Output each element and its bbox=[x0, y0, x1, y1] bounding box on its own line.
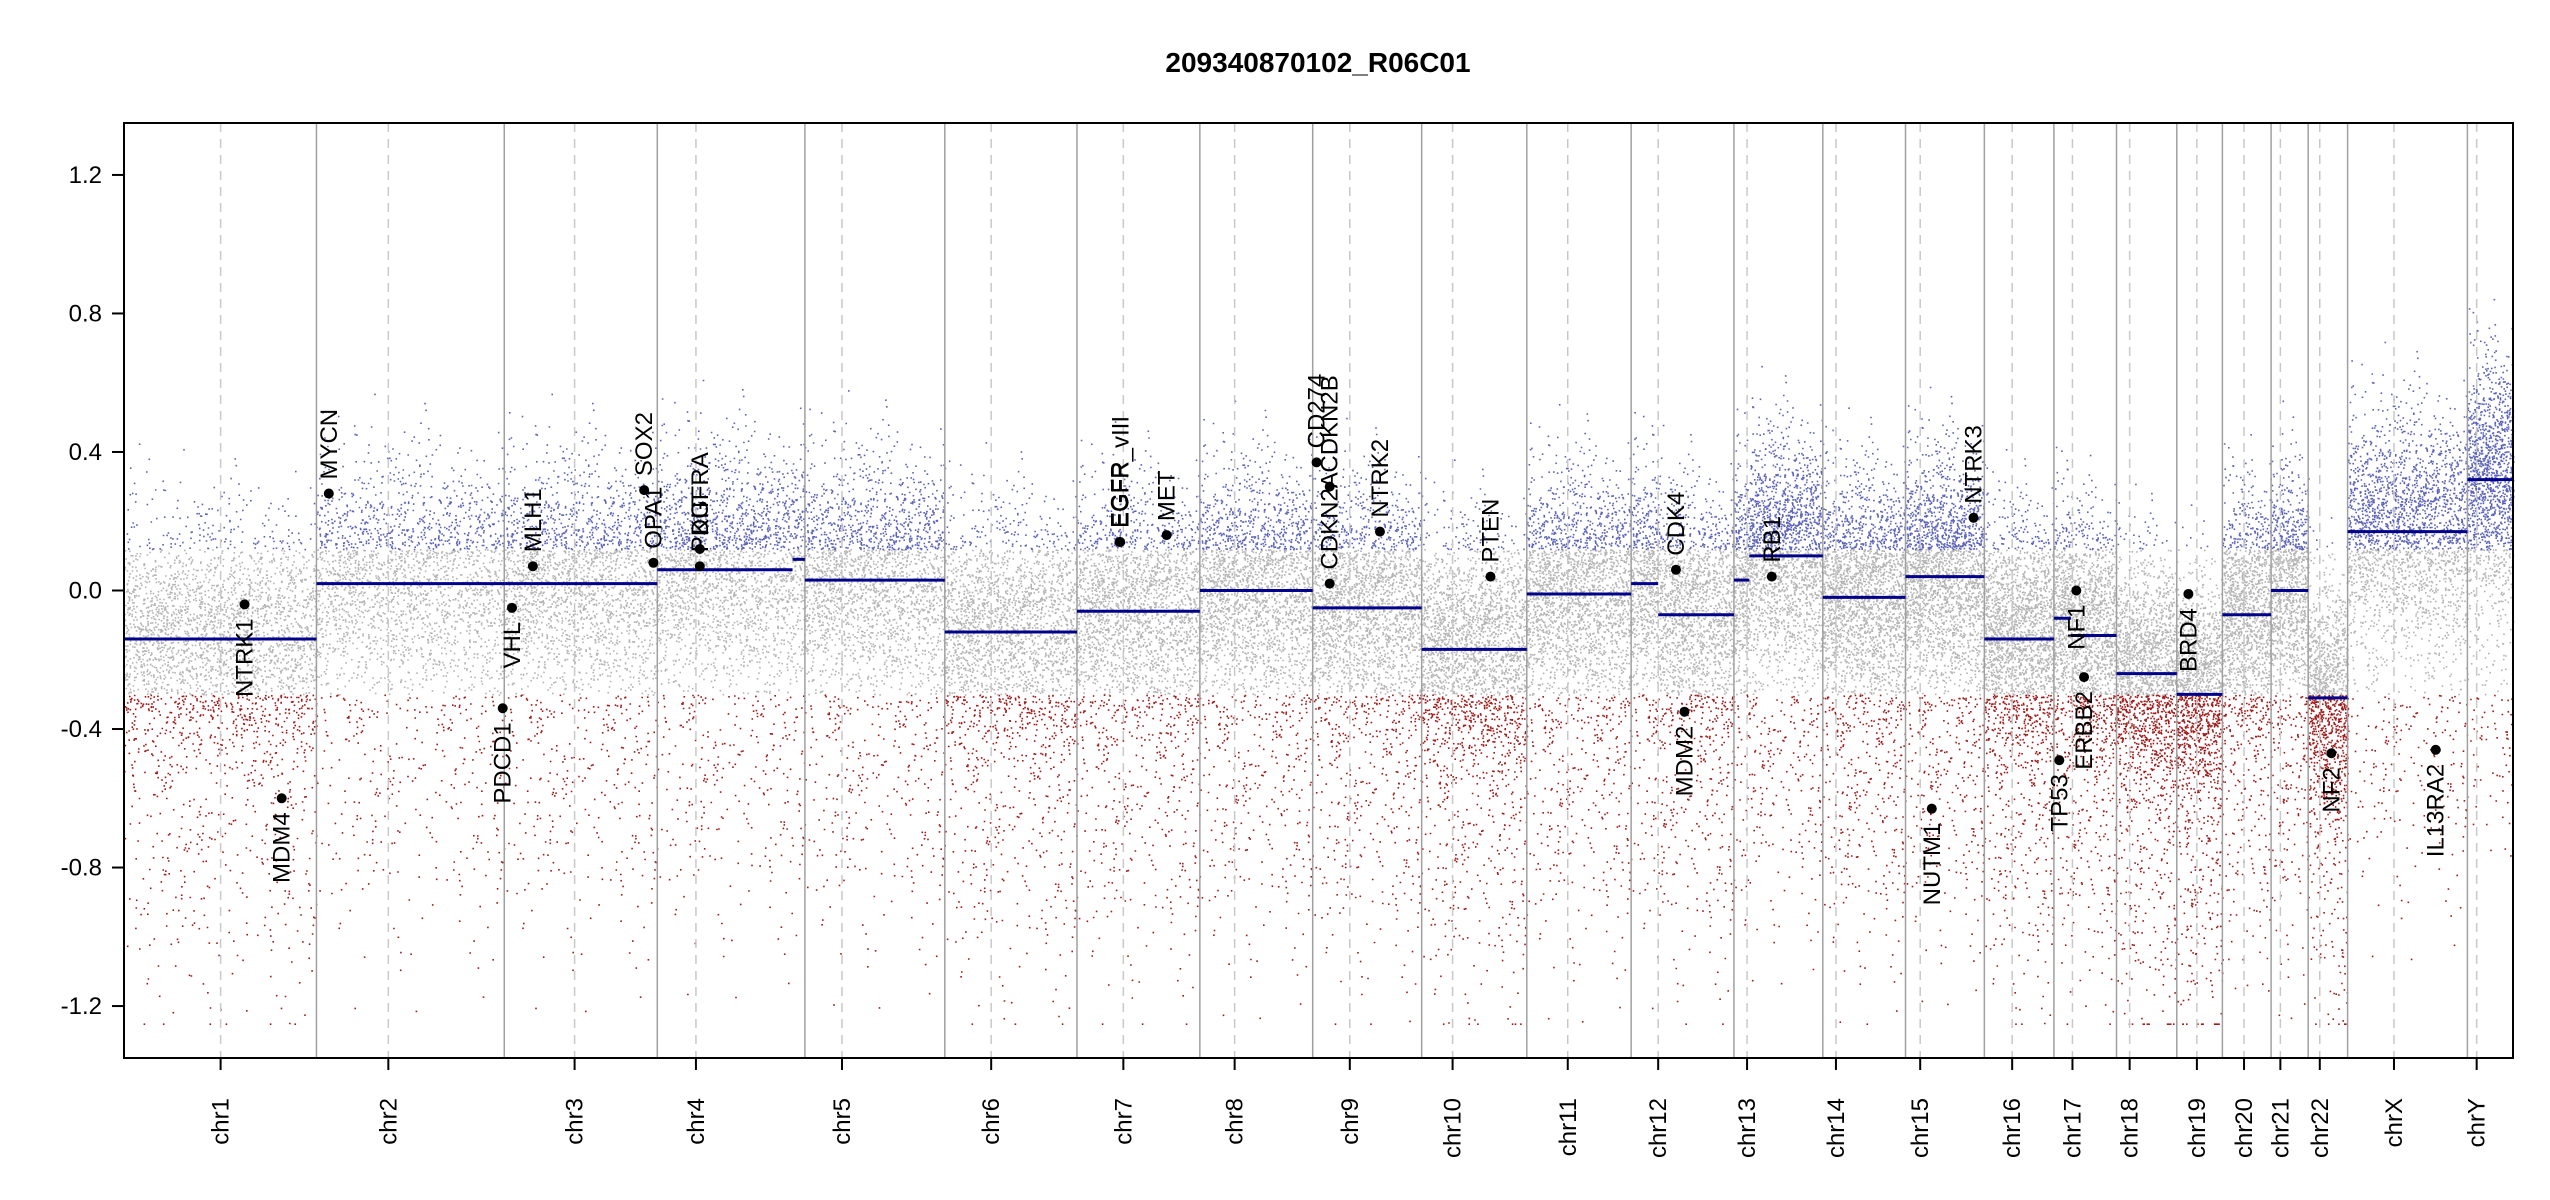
gene-label: CD274 bbox=[1304, 374, 1331, 449]
gene-label: CDKN2A bbox=[1317, 472, 1344, 569]
gene-point bbox=[323, 488, 334, 499]
gene-point bbox=[2326, 748, 2337, 759]
x-tick-label: chr13 bbox=[1734, 1098, 1761, 1158]
x-tick-label: chr17 bbox=[2059, 1098, 2086, 1158]
gene-point bbox=[1485, 571, 1496, 582]
x-tick-label: chr14 bbox=[1823, 1098, 1850, 1158]
segments bbox=[124, 478, 2513, 700]
x-tick-label: chr1 bbox=[208, 1098, 235, 1145]
gene-label: NF2 bbox=[2318, 767, 2345, 812]
gene-label: PDGFRA bbox=[687, 452, 714, 552]
x-tick-label: chr18 bbox=[2117, 1098, 2144, 1158]
gene-point bbox=[2071, 585, 2082, 596]
x-tick-label: chr4 bbox=[683, 1098, 710, 1145]
x-tick-label: chr20 bbox=[2231, 1098, 2258, 1158]
plot-frame bbox=[123, 122, 2514, 1059]
x-tick-label: chrX bbox=[2381, 1098, 2408, 1147]
probe-points-loss bbox=[124, 694, 2514, 1025]
gene-label: MYCN bbox=[316, 409, 343, 480]
x-tick-label: chr21 bbox=[2267, 1098, 2294, 1158]
genes: NTRK1 MDM4 MYCN VHL PDCD1 MLH1 SOX2 OPA1 KITPDGF… bbox=[232, 374, 2450, 906]
y-tick-label: -1.2 bbox=[61, 993, 102, 1020]
gene-point bbox=[1926, 803, 1937, 814]
y-tick-label: 0.0 bbox=[69, 578, 102, 605]
x-tick-label: chr12 bbox=[1645, 1098, 1672, 1158]
gene-point bbox=[2054, 755, 2065, 766]
probe-points-gain bbox=[126, 298, 2515, 551]
gene-label: NF1 bbox=[2063, 605, 2090, 650]
x-tick-label: chr3 bbox=[562, 1098, 589, 1145]
gene-point bbox=[2079, 672, 2090, 683]
x-tick-label: chr19 bbox=[2184, 1098, 2211, 1158]
gene-point bbox=[239, 599, 250, 610]
gene-point bbox=[1670, 564, 1681, 575]
gene-point bbox=[497, 703, 508, 714]
y-tick-label: 0.4 bbox=[69, 439, 102, 466]
x-tick-label: chr7 bbox=[1110, 1098, 1137, 1145]
gene-label: NTRK1 bbox=[232, 618, 259, 697]
gene-point bbox=[1324, 481, 1335, 492]
gene-label: NUTM1 bbox=[1919, 823, 1946, 906]
y-tick-label: -0.8 bbox=[61, 855, 102, 882]
probe-points bbox=[124, 298, 2515, 1025]
gene-point bbox=[1115, 537, 1126, 548]
gene-point bbox=[1324, 578, 1335, 589]
y-tick-label: -0.4 bbox=[61, 716, 102, 743]
gene-point bbox=[276, 793, 287, 804]
probe-points-neutral bbox=[124, 549, 2515, 696]
gene-label: RB1 bbox=[1759, 516, 1786, 563]
x-tick-label: chr5 bbox=[829, 1098, 856, 1145]
gene-label: EGFR_vIII bbox=[1107, 416, 1134, 528]
gene-point bbox=[506, 602, 517, 613]
x-tick-label: chr6 bbox=[978, 1098, 1005, 1145]
gene-point bbox=[694, 543, 705, 554]
x-tick-label: chr10 bbox=[1440, 1098, 1467, 1158]
gene-point bbox=[648, 557, 659, 568]
x-tick-label: chr2 bbox=[375, 1098, 402, 1145]
gene-label: CDK4 bbox=[1663, 492, 1690, 556]
chart-title: 209340870102_R06C01 bbox=[1165, 47, 1470, 78]
gene-point bbox=[1968, 512, 1979, 523]
gene-label: MET bbox=[1154, 470, 1181, 521]
gene-label: CDKN2B bbox=[1317, 375, 1344, 472]
gene-point bbox=[694, 561, 705, 572]
y-tick-label: 0.8 bbox=[69, 300, 102, 327]
gene-label: ERBB2 bbox=[2071, 691, 2098, 770]
y-tick-label: 1.2 bbox=[69, 162, 102, 189]
x-tick-label: chr22 bbox=[2307, 1098, 2334, 1158]
gene-point bbox=[2430, 744, 2441, 755]
gene-label: VHL bbox=[499, 622, 526, 669]
gene-label: BRD4 bbox=[2175, 608, 2202, 672]
gene-point bbox=[1679, 706, 1690, 717]
gene-point bbox=[1766, 571, 1777, 582]
gene-point bbox=[527, 561, 538, 572]
gene-label: EGFR bbox=[1106, 461, 1133, 528]
x-tick-label: chr16 bbox=[1999, 1098, 2026, 1158]
gene-label: MDM4 bbox=[269, 812, 296, 883]
gene-label: MLH1 bbox=[520, 488, 547, 552]
x-tick-label: chr9 bbox=[1337, 1098, 1364, 1145]
x-tick-label: chr8 bbox=[1222, 1098, 1249, 1145]
gene-label: KIT bbox=[687, 497, 714, 535]
gene-label: PTEN bbox=[1477, 499, 1504, 563]
gene-label: MDM2 bbox=[1671, 726, 1698, 797]
gene-point bbox=[2183, 588, 2194, 599]
x-tick-label: chr15 bbox=[1907, 1098, 1934, 1158]
gene-label: SOX2 bbox=[631, 412, 658, 476]
gene-label: IL13RA2 bbox=[2423, 764, 2450, 857]
gene-point bbox=[1161, 530, 1172, 541]
gene-point bbox=[1311, 457, 1322, 468]
gene-point bbox=[1374, 526, 1385, 537]
gene-label: PDCD1 bbox=[490, 722, 517, 803]
x-tick-label: chr11 bbox=[1555, 1098, 1582, 1156]
x-tick-label: chrY bbox=[2464, 1098, 2491, 1147]
gene-label: OPA1 bbox=[640, 487, 667, 549]
gene-label: TP53 bbox=[2046, 774, 2073, 831]
gene-label: NTRK2 bbox=[1367, 439, 1394, 518]
gene-label: NTRK3 bbox=[1961, 425, 1988, 504]
gene-point bbox=[639, 485, 650, 496]
